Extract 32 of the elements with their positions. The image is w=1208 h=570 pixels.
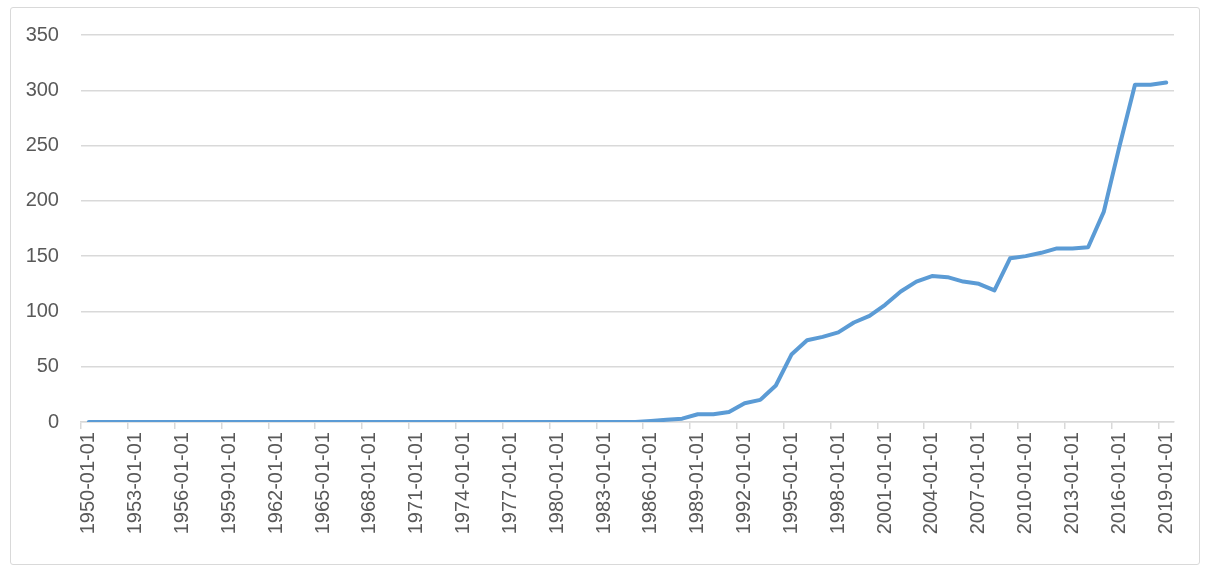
x-tick-label: 1992-01-01 (732, 432, 755, 535)
x-tick-label: 1965-01-01 (310, 432, 333, 535)
x-tick-label: 1962-01-01 (263, 432, 286, 535)
y-tick-label: 100 (25, 298, 59, 321)
x-tick-label: 1968-01-01 (357, 432, 380, 535)
y-tick-label: 150 (25, 243, 59, 266)
x-tick-label: 1950-01-01 (76, 432, 99, 535)
x-tick-label: 2010-01-01 (1013, 432, 1036, 535)
x-tick-label: 1980-01-01 (544, 432, 567, 535)
x-tick-label: 1974-01-01 (451, 432, 474, 535)
x-tick-label: 1989-01-01 (685, 432, 708, 535)
x-tick-label: 2016-01-01 (1106, 432, 1129, 535)
y-tick-label: 50 (36, 354, 59, 377)
x-tick-label: 1971-01-01 (404, 432, 427, 535)
x-tick-label: 1977-01-01 (497, 432, 520, 535)
x-tick-label: 1956-01-01 (170, 432, 193, 535)
y-tick-label: 200 (25, 188, 59, 211)
x-tick-label: 2019-01-01 (1153, 432, 1176, 535)
y-tick-label: 350 (25, 22, 59, 45)
x-tick-label: 2004-01-01 (919, 432, 942, 535)
x-tick-label: 2007-01-01 (966, 432, 989, 535)
x-tick-label: 1986-01-01 (638, 432, 661, 535)
x-tick-label: 1983-01-01 (591, 432, 614, 535)
x-tick-label: 2001-01-01 (872, 432, 895, 535)
y-tick-label: 0 (47, 409, 59, 432)
x-tick-label: 1998-01-01 (825, 432, 848, 535)
y-tick-label: 300 (25, 77, 59, 100)
y-tick-label: 250 (25, 133, 59, 156)
x-tick-label: 1995-01-01 (778, 432, 801, 535)
x-tick-label: 2013-01-01 (1060, 432, 1083, 535)
x-tick-label: 1953-01-01 (123, 432, 146, 535)
x-tick-label: 1959-01-01 (216, 432, 239, 535)
